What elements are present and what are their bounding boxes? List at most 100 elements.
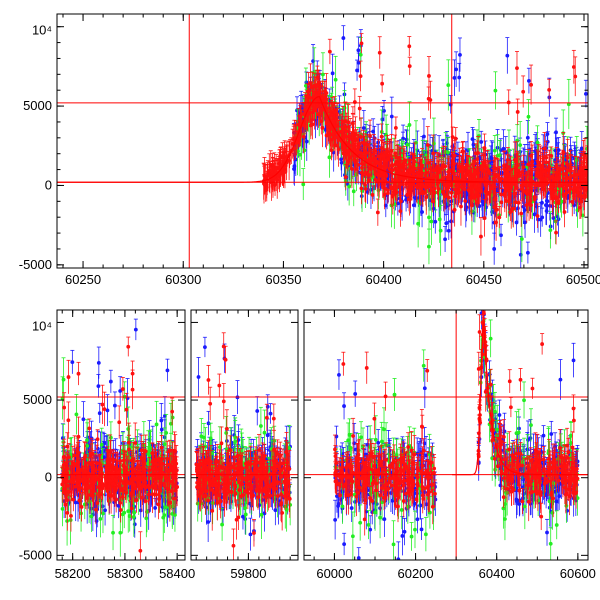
data-point xyxy=(458,52,462,57)
data-point xyxy=(401,136,405,141)
series-blue-point xyxy=(554,117,559,147)
data-point xyxy=(411,203,416,208)
series-red-point xyxy=(511,189,516,228)
data-point xyxy=(511,206,516,211)
series-blue-point xyxy=(444,213,449,233)
data-point xyxy=(302,148,307,153)
data-point xyxy=(516,200,521,205)
data-point xyxy=(523,220,527,225)
data-point xyxy=(556,148,561,153)
data-point xyxy=(580,213,585,218)
data-point xyxy=(514,220,519,225)
data-point xyxy=(364,150,369,155)
data-point xyxy=(376,140,381,145)
top-panel: 60250 60300 60350 60400 60450 60500-500005000… xyxy=(19,13,600,287)
data-point xyxy=(298,152,302,157)
series-blue-point xyxy=(526,67,531,94)
data-point xyxy=(497,153,502,158)
data-point xyxy=(492,148,497,153)
data-point xyxy=(515,66,519,71)
series-green-point xyxy=(519,215,524,263)
series-red-point xyxy=(516,189,521,216)
series-blue-point xyxy=(452,59,457,96)
data-point xyxy=(519,237,524,241)
data-point xyxy=(292,136,297,140)
data-point xyxy=(368,134,372,138)
top-panel-data xyxy=(57,14,588,268)
data-point xyxy=(407,123,412,127)
series-red-point xyxy=(358,60,363,92)
data-point xyxy=(341,36,346,40)
data-point xyxy=(551,216,556,220)
series-blue-point xyxy=(457,37,462,72)
data-point xyxy=(405,142,410,147)
data-point xyxy=(525,135,530,140)
series-green-point xyxy=(333,55,338,104)
series-green-point xyxy=(426,228,431,265)
data-point xyxy=(363,187,368,191)
data-point xyxy=(333,77,338,82)
data-point xyxy=(522,208,527,212)
data-point xyxy=(361,126,366,130)
data-point xyxy=(446,150,450,155)
data-point xyxy=(347,184,352,189)
series-green-point xyxy=(566,78,571,130)
data-point xyxy=(454,67,459,72)
data-point xyxy=(521,165,526,170)
data-point xyxy=(427,215,431,220)
data-point xyxy=(479,140,484,144)
series-green-point xyxy=(351,176,356,207)
data-point xyxy=(389,114,394,119)
series-blue-point xyxy=(446,221,451,240)
data-point xyxy=(420,210,424,214)
series-red-point xyxy=(426,86,431,111)
data-point xyxy=(443,237,447,242)
data-point xyxy=(416,221,421,226)
data-point xyxy=(431,141,436,146)
data-point xyxy=(358,74,363,79)
data-point xyxy=(429,219,434,224)
data-point xyxy=(516,206,520,211)
data-point xyxy=(463,207,468,212)
data-point xyxy=(304,139,309,144)
data-point xyxy=(327,155,332,160)
series-green-point xyxy=(438,205,443,256)
series-red-point xyxy=(514,51,519,85)
data-point xyxy=(499,233,503,238)
data-point xyxy=(404,137,409,142)
data-point xyxy=(534,204,539,209)
data-point xyxy=(398,209,403,214)
data-point xyxy=(481,202,485,207)
data-point xyxy=(277,174,281,179)
series-blue-point xyxy=(454,51,459,87)
series-blue-point xyxy=(470,126,475,151)
data-point xyxy=(433,219,438,224)
series-red-point xyxy=(359,33,364,54)
data-point xyxy=(382,108,386,113)
data-point xyxy=(355,68,359,73)
series-blue-point xyxy=(443,226,448,253)
data-point xyxy=(452,75,457,80)
series-red-point xyxy=(368,119,373,152)
data-point xyxy=(446,228,451,233)
data-point xyxy=(457,75,462,80)
series-blue-point xyxy=(457,62,462,92)
data-point xyxy=(425,143,430,147)
series-green-point xyxy=(548,211,553,249)
data-point xyxy=(538,217,543,222)
data-point xyxy=(527,78,531,83)
data-point xyxy=(356,48,361,53)
data-point xyxy=(303,83,308,88)
data-point xyxy=(548,228,553,232)
series-green-point xyxy=(407,101,412,149)
data-point xyxy=(301,182,306,187)
data-point xyxy=(463,199,468,203)
data-point xyxy=(444,221,449,226)
data-point xyxy=(544,198,549,203)
data-point xyxy=(505,53,510,58)
series-blue-point xyxy=(505,37,510,74)
series-green-point xyxy=(320,52,325,97)
data-point xyxy=(376,188,381,193)
data-point xyxy=(579,146,584,151)
data-point xyxy=(525,250,530,255)
